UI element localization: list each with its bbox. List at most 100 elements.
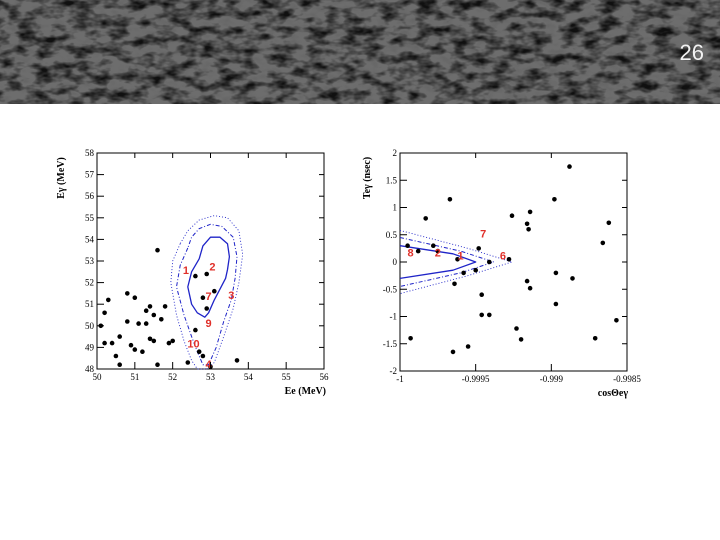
timing-y-tick-label: -1 <box>390 312 398 322</box>
energy-y-tick-label: 57 <box>85 170 95 180</box>
energy-candidate-label: 3 <box>228 290 234 302</box>
energy-y-tick-label: 49 <box>85 342 95 352</box>
energy-y-tick-label: 51 <box>85 299 94 309</box>
energy-data-point <box>234 358 240 363</box>
energy-x-tick-label: 51 <box>130 372 139 382</box>
timing-y-tick-label: -1.5 <box>383 339 398 349</box>
energy-y-tick-label: 48 <box>85 364 95 374</box>
energy-y-tick-label: 53 <box>85 256 95 266</box>
timing-y-tick-label: 1 <box>393 203 398 213</box>
energy-data-point <box>147 336 153 342</box>
slide-number: 26 <box>679 40 704 65</box>
energy-data-point <box>196 349 202 355</box>
timing-contour-solid <box>399 245 477 280</box>
timing-data-point <box>431 243 436 248</box>
timing-y-tick-label: -0.5 <box>383 284 398 294</box>
energy-data-point <box>140 349 145 355</box>
timing-data-point <box>524 221 530 227</box>
timing-data-point <box>553 270 559 276</box>
energy-data-point <box>143 308 149 314</box>
energy-scatter-chart: 1 2 7 3 9 10 4 50 51 52 53 54 55 56 48 49 50 51 52 53 54 55… <box>56 148 329 397</box>
energy-x-axis-title: Ee (MeV) <box>285 386 326 397</box>
energy-data-point <box>109 340 115 346</box>
energy-y-tick-label: 52 <box>85 278 94 288</box>
energy-x-tick-label: 54 <box>244 372 254 382</box>
timing-candidate-label: 8 <box>408 248 414 260</box>
timing-data-point <box>479 292 485 298</box>
timing-candidate-label: 6 <box>500 250 506 262</box>
energy-data-point <box>193 327 198 333</box>
timing-x-tick-label: -1 <box>396 374 404 384</box>
timing-data-point <box>514 326 519 331</box>
timing-data-point <box>473 267 479 273</box>
timing-x-tick-label: -0.9985 <box>613 374 641 384</box>
energy-contour-dash-dot <box>176 223 238 366</box>
timing-data-point <box>450 349 456 355</box>
energy-data-point <box>204 271 209 277</box>
energy-data-point <box>166 340 172 346</box>
timing-data-point <box>506 257 512 262</box>
timing-data-point <box>435 248 441 254</box>
energy-y-tick-label: 58 <box>85 148 95 158</box>
camouflage-header-banner: 26 <box>0 0 720 104</box>
energy-y-tick-label: 56 <box>85 191 95 201</box>
energy-candidate-label: 9 <box>206 318 212 330</box>
timing-data-point <box>527 209 533 215</box>
energy-data-point <box>170 338 175 344</box>
timing-data-point <box>570 276 575 281</box>
energy-data-point <box>136 321 141 326</box>
energy-data-point <box>162 304 168 309</box>
timing-contour-dash-dot <box>399 237 495 287</box>
timing-y-axis-title: Teγ (nsec) <box>362 157 373 199</box>
energy-data-point <box>117 334 122 339</box>
timing-data-point <box>526 227 531 232</box>
energy-data-point <box>200 295 206 301</box>
energy-candidate-label: 7 <box>206 291 212 303</box>
energy-data-point <box>200 353 206 359</box>
energy-data-point <box>132 295 138 301</box>
timing-y-tick-label: 0.5 <box>386 230 398 240</box>
energy-data-point <box>151 312 157 318</box>
timing-data-point <box>592 336 598 341</box>
timing-data-point <box>487 312 492 318</box>
timing-data-point <box>405 243 410 248</box>
energy-data-point <box>155 247 160 253</box>
timing-data-point <box>423 216 429 221</box>
energy-data-point <box>113 353 119 359</box>
timing-data-point <box>606 220 612 226</box>
energy-contour-solid <box>187 236 231 318</box>
timing-scatter-chart: 8 2 1 7 6 -1 -0.9995 -0.999 -0.9985 -2 -1.5 -1 -0.… <box>362 148 641 399</box>
energy-data-point <box>102 310 107 316</box>
timing-y-tick-label: -2 <box>390 366 398 376</box>
energy-data-point <box>147 304 153 309</box>
timing-data-point <box>518 337 524 342</box>
energy-data-point <box>212 288 217 294</box>
timing-data-point <box>452 281 457 287</box>
energy-y-axis-title: Eγ (MeV) <box>56 157 67 199</box>
energy-x-tick-label: 56 <box>320 372 330 382</box>
timing-data-point <box>509 213 515 218</box>
energy-data-point <box>125 291 130 296</box>
energy-candidate-label: 2 <box>209 262 215 274</box>
timing-candidate-label: 2 <box>435 248 441 260</box>
timing-data-point <box>465 344 471 349</box>
timing-data-point <box>487 259 492 265</box>
energy-x-tick-label: 53 <box>206 372 216 382</box>
timing-candidate-label: 1 <box>457 250 463 262</box>
timing-candidate-label: 7 <box>480 229 486 241</box>
energy-data-point <box>125 319 130 324</box>
timing-data-point <box>600 240 606 246</box>
energy-data-point <box>204 306 209 311</box>
timing-data-point <box>455 257 460 262</box>
timing-y-tick-label: 1.5 <box>386 175 398 185</box>
energy-data-point <box>128 342 134 348</box>
camouflage-texture <box>0 0 720 104</box>
energy-candidate-label: 4 <box>206 359 213 371</box>
energy-y-tick-label: 55 <box>85 213 95 223</box>
energy-data-point <box>106 297 111 303</box>
timing-x-tick-label: -0.9995 <box>462 374 490 384</box>
energy-candidate-label: 10 <box>187 338 199 350</box>
timing-data-point <box>614 318 619 323</box>
energy-x-tick-label: 50 <box>93 372 103 382</box>
